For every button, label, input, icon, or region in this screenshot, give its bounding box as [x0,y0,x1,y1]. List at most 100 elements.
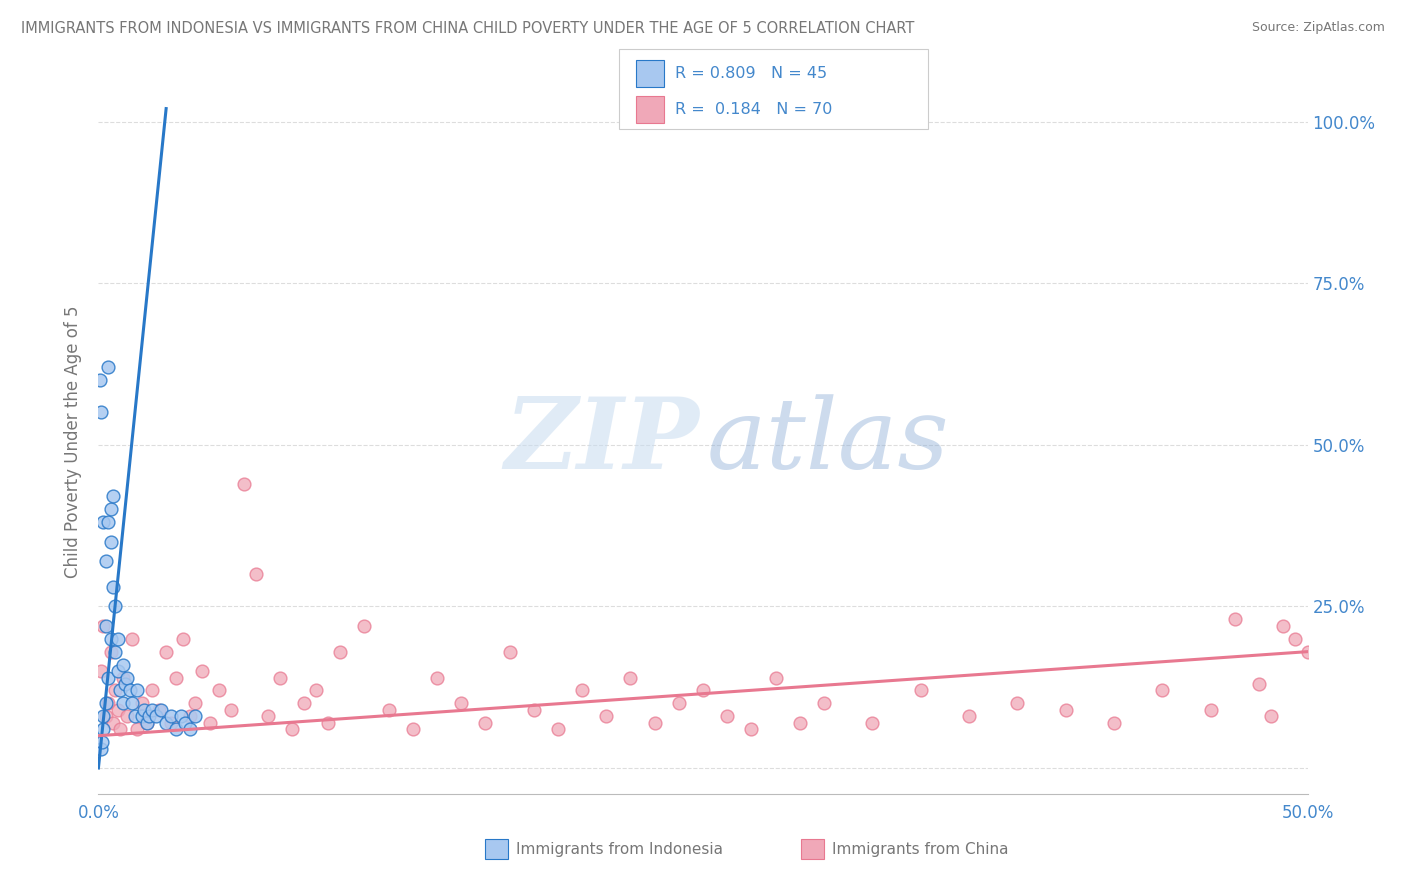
Point [101,580,124,594]
Point [131,709,153,723]
Point [184,709,207,723]
Point [1272,619,1295,633]
Point [111,671,134,685]
Point [91,723,114,737]
Text: Immigrants from China: Immigrants from China [832,842,1010,856]
Point [498,645,520,659]
Point [94,554,117,568]
Point [910,683,932,698]
Point [1054,703,1077,717]
Point [305,683,328,698]
Point [135,715,157,730]
Point [135,715,157,730]
Point [91,516,114,530]
Point [256,709,278,723]
Text: R =  0.184   N = 70: R = 0.184 N = 70 [675,102,832,117]
Point [957,709,980,723]
Point [101,715,124,730]
Point [1296,645,1319,659]
Point [94,709,117,723]
Point [426,671,449,685]
Point [124,709,146,723]
Point [90,741,112,756]
Point [1284,632,1306,646]
Point [860,715,883,730]
Point [172,632,194,646]
Point [668,697,690,711]
Point [692,683,714,698]
Point [97,697,120,711]
Point [97,360,120,375]
Point [644,715,666,730]
Point [118,683,141,698]
Point [1223,612,1246,626]
Point [94,619,117,633]
Point [474,715,496,730]
Text: ZIP: ZIP [505,393,699,490]
Point [111,697,134,711]
Point [114,677,136,691]
Point [107,703,129,717]
Point [1260,709,1282,723]
Point [100,645,122,659]
Point [353,619,375,633]
Point [150,703,173,717]
Point [316,715,339,730]
Point [90,664,112,678]
Point [789,715,811,730]
Point [141,703,163,717]
Point [547,723,569,737]
Point [245,567,267,582]
Point [100,632,122,646]
Point [97,671,120,685]
Point [155,715,177,730]
Point [571,683,593,698]
Point [121,632,143,646]
Point [716,709,738,723]
Point [155,645,177,659]
Point [450,697,472,711]
Point [813,697,835,711]
Y-axis label: Child Poverty Under the Age of 5: Child Poverty Under the Age of 5 [65,305,83,578]
Point [160,709,183,723]
Point [160,715,183,730]
Point [131,697,153,711]
Text: Source: ZipAtlas.com: Source: ZipAtlas.com [1251,21,1385,34]
Point [94,697,117,711]
Point [127,723,149,737]
Point [595,709,617,723]
Point [221,703,243,717]
Point [179,723,201,737]
Point [329,645,352,659]
Point [1199,703,1222,717]
Point [740,723,762,737]
Point [281,723,304,737]
Point [402,723,425,737]
Point [89,373,111,387]
Point [111,657,134,672]
Point [104,683,127,698]
Point [148,703,170,717]
Point [134,703,156,717]
Point [169,709,191,723]
Point [127,683,149,698]
Point [292,697,315,711]
Point [108,683,131,698]
Point [377,703,399,717]
Point [108,723,131,737]
Point [1152,683,1174,698]
Point [165,723,187,737]
Point [91,709,114,723]
Point [184,697,207,711]
Point [90,405,112,419]
Point [208,683,231,698]
Text: R = 0.809   N = 45: R = 0.809 N = 45 [675,66,827,80]
Point [269,671,291,685]
Point [191,664,214,678]
Point [232,476,254,491]
Point [619,671,641,685]
Text: IMMIGRANTS FROM INDONESIA VS IMMIGRANTS FROM CHINA CHILD POVERTY UNDER THE AGE O: IMMIGRANTS FROM INDONESIA VS IMMIGRANTS … [21,21,914,36]
Point [104,599,127,614]
Point [100,502,122,516]
Point [138,709,160,723]
